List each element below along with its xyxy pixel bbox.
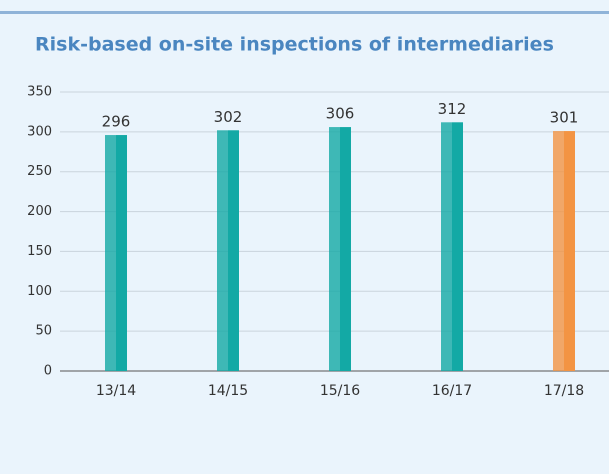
x-tick-label: 15/16 [320, 383, 360, 399]
bar [105, 135, 127, 371]
data-label: 302 [214, 108, 243, 126]
y-tick-label: 350 [27, 85, 52, 100]
chart-title: Risk-based on-site inspections of interm… [35, 34, 554, 56]
y-tick-label: 50 [35, 324, 52, 339]
y-tick-label: 200 [27, 204, 52, 219]
bar [217, 130, 239, 371]
data-label: 306 [326, 105, 355, 123]
bar [329, 127, 351, 372]
x-tick-label: 16/17 [432, 383, 472, 399]
y-tick-label: 100 [27, 284, 52, 299]
bar [441, 122, 463, 371]
data-label: 301 [550, 109, 579, 127]
y-tick-label: 300 [27, 124, 52, 139]
x-tick-label: 17/18 [544, 383, 584, 399]
x-tick-label: 13/14 [96, 383, 136, 399]
x-tick-label: 14/15 [208, 383, 248, 399]
data-label: 312 [438, 100, 467, 118]
y-tick-label: 0 [44, 364, 52, 379]
y-tick-label: 150 [27, 244, 52, 259]
data-label: 296 [102, 113, 131, 131]
bar [553, 131, 575, 371]
y-tick-label: 250 [27, 164, 52, 179]
top-rule [0, 11, 609, 14]
